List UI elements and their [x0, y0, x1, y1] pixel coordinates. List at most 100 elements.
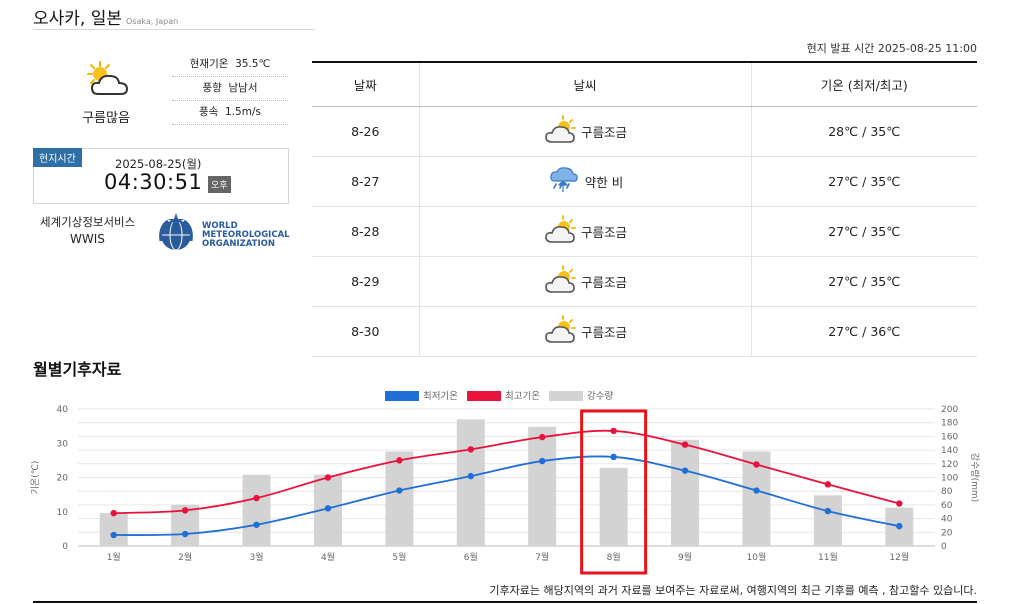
- forecast-condition: 구름조금: [580, 325, 627, 340]
- forecast-date: 8-26: [312, 106, 419, 157]
- forecast-temp: 27℃ / 35℃: [750, 256, 977, 307]
- forecast-temp: 27℃ / 35℃: [750, 156, 977, 207]
- local-time-tag: 현지시간: [33, 148, 82, 167]
- series-point: [824, 507, 832, 515]
- current-temp-label: 현재기온: [189, 58, 229, 70]
- y-left-tick-label: 30: [57, 439, 69, 449]
- series-point: [467, 472, 474, 480]
- forecast-weather: 약한 비: [418, 156, 751, 207]
- series-point: [324, 474, 332, 481]
- x-tick-label: 4월: [321, 551, 335, 563]
- forecast-row: 8-26 구름조금 28℃ / 35℃: [312, 106, 977, 157]
- wmo-logo-icon[interactable]: [156, 211, 196, 253]
- series-point: [324, 505, 332, 512]
- forecast-weather: 구름조금: [418, 306, 751, 357]
- y-right-tick-label: 60: [941, 501, 953, 511]
- forecast-condition: 구름조금: [580, 225, 627, 240]
- x-tick-label: 6월: [464, 551, 478, 563]
- legend-label: 최저기온: [423, 391, 458, 402]
- current-temp-row: 현재기온 35.5℃: [172, 52, 288, 77]
- forecast-temp: 27℃ / 36℃: [750, 306, 977, 357]
- wmo-line-3: ORGANIZATION: [202, 239, 275, 249]
- wind-speed-row: 풍속 1.5m/s: [172, 100, 288, 125]
- legend-swatch: [385, 391, 419, 401]
- forecast-header-row: 날짜 날씨 기온 (최저/최고): [312, 61, 977, 107]
- header-temp: 기온 (최저/최고): [750, 61, 977, 107]
- precip-bar: [528, 426, 557, 546]
- forecast-row: 8-27 약한 비 27℃ / 35℃: [312, 156, 977, 207]
- precip-bar: [671, 439, 700, 546]
- local-date: 2025-08-25(월): [115, 157, 202, 171]
- y-left-tick-label: 20: [57, 474, 69, 484]
- y-right-tick-label: 80: [941, 487, 953, 497]
- partly-cloudy-icon: [543, 115, 577, 148]
- highlight-box: [580, 409, 648, 575]
- series-point: [824, 481, 832, 488]
- legend-swatch: [549, 391, 583, 401]
- x-tick-label: 2월: [178, 551, 192, 563]
- wmo-line-2: METEOROLOGICAL: [202, 230, 290, 240]
- x-tick-label: 5월: [392, 551, 406, 563]
- header-weather: 날씨: [418, 61, 751, 107]
- y-right-axis-label: 강수량(mm): [969, 453, 981, 502]
- series-point: [181, 507, 189, 514]
- service-short-name: WWIS: [70, 232, 105, 246]
- monthly-climate-chart: 0 20 40 60 80 100 120 140 160 180 200 0 10 20 30 40 기온(℃…: [30, 390, 981, 575]
- x-tick-label: 3월: [250, 551, 264, 563]
- y-right-tick-label: 160: [941, 432, 958, 442]
- forecast-date: 8-28: [312, 206, 419, 257]
- climate-footnote: 기후자료는 해당지역의 과거 자료를 보여주는 자료로써, 여행지역의 최근 기…: [489, 584, 977, 597]
- partly-cloudy-icon: [543, 215, 577, 248]
- x-tick-label: 8월: [607, 551, 621, 563]
- city-name-en: Osaka, Japan: [126, 17, 179, 26]
- header-date: 날짜: [312, 61, 419, 107]
- series-point: [396, 487, 403, 494]
- forecast-weather: 구름조금: [418, 256, 751, 307]
- y-left-tick-label: 0: [62, 542, 68, 552]
- forecast-condition: 구름조금: [580, 125, 627, 140]
- series-point: [753, 461, 760, 468]
- climate-title: 월별기후자료: [33, 360, 122, 379]
- forecast-row: 8-30 구름조금 27℃ / 36℃: [312, 306, 977, 357]
- y-left-axis-label: 기온(℃): [30, 461, 41, 495]
- series-point: [610, 453, 617, 461]
- precip-bar: [599, 467, 628, 546]
- wind-direction-value: 남남서: [228, 82, 258, 94]
- series-point: [539, 457, 546, 465]
- ampm-badge: 오후: [208, 176, 231, 193]
- title-divider: [33, 29, 315, 30]
- forecast-temp: 27℃ / 35℃: [750, 206, 977, 257]
- y-right-tick-label: 100: [941, 474, 958, 484]
- y-left-tick-label: 40: [57, 405, 69, 415]
- precip-bar: [242, 474, 271, 546]
- issued-time: 현지 발표 시간 2025-08-25 11:00: [806, 42, 977, 55]
- partly-cloudy-sun-icon: [87, 61, 129, 95]
- series-point: [610, 427, 617, 435]
- series-point: [253, 494, 260, 502]
- wmo-line-1: WORLD: [202, 221, 238, 231]
- series-point: [110, 531, 117, 539]
- partly-cloudy-icon: [543, 315, 577, 348]
- local-clock: 04:30:51: [104, 170, 203, 194]
- forecast-date: 8-30: [312, 306, 419, 357]
- wmo-wordmark[interactable]: WORLD METEOROLOGICAL ORGANIZATION: [202, 222, 290, 249]
- forecast-date: 8-29: [312, 256, 419, 307]
- x-tick-label: 7월: [535, 551, 549, 563]
- legend-swatch: [467, 391, 501, 401]
- precip-bar: [385, 451, 414, 546]
- bottom-divider: [33, 601, 977, 603]
- precip-bar: [813, 495, 842, 546]
- local-time-box: [33, 148, 289, 204]
- y-right-tick-label: 140: [941, 446, 958, 456]
- forecast-weather: 구름조금: [418, 206, 751, 257]
- forecast-row: 8-29 구름조금 27℃ / 35℃: [312, 256, 977, 307]
- current-condition: 구름많음: [82, 111, 130, 126]
- series-point: [753, 487, 760, 494]
- x-tick-label: 1월: [107, 551, 121, 563]
- forecast-condition: 약한 비: [584, 175, 624, 190]
- forecast-row: 8-28 구름조금 27℃ / 35℃: [312, 206, 977, 257]
- legend-label: 최고기온: [505, 391, 540, 402]
- series-point: [253, 521, 260, 528]
- city-name: 오사카, 일본: [33, 9, 123, 29]
- y-right-tick-label: 180: [941, 419, 958, 429]
